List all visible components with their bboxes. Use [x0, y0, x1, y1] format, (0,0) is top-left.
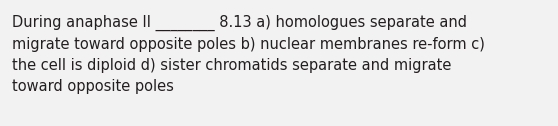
Text: During anaphase II ________ 8.13 a) homologues separate and
migrate toward oppos: During anaphase II ________ 8.13 a) homo… [12, 15, 485, 94]
